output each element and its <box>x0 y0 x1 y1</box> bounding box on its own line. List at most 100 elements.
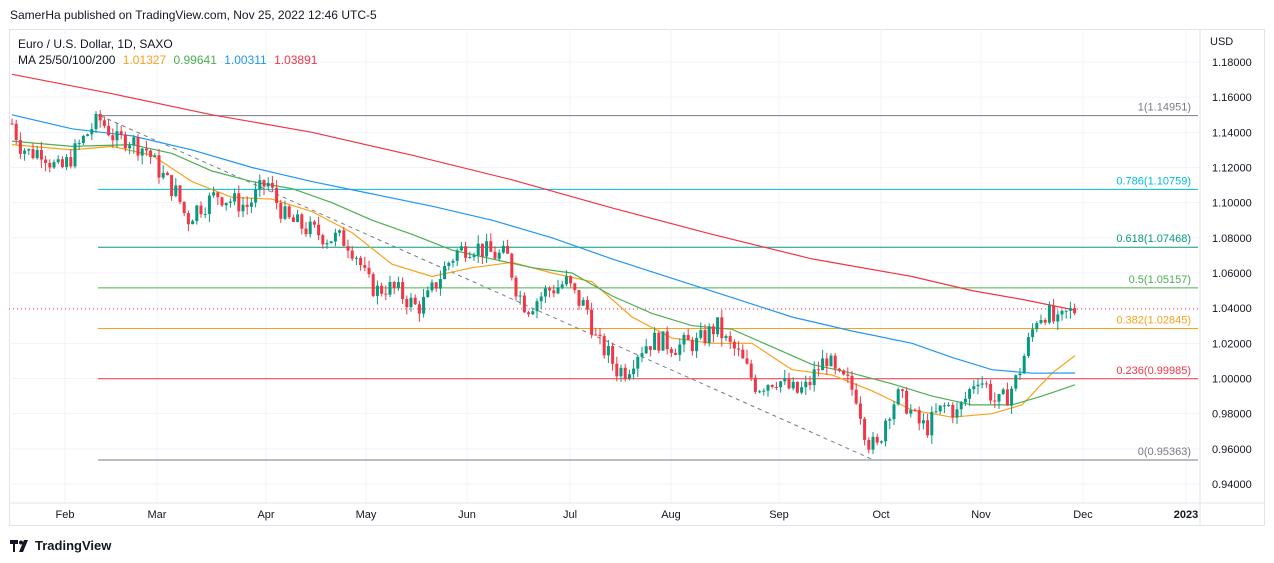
candle-body[interactable] <box>140 148 144 156</box>
candle-body[interactable] <box>888 419 892 421</box>
x-tick-label[interactable]: Apr <box>257 509 274 521</box>
candle-body[interactable] <box>287 206 291 218</box>
candle-body[interactable] <box>552 290 556 294</box>
candle-body[interactable] <box>766 385 770 391</box>
x-tick-label[interactable]: 2023 <box>1174 509 1198 521</box>
candle-body[interactable] <box>350 250 354 259</box>
candle-body[interactable] <box>753 377 757 392</box>
candle-body[interactable] <box>749 363 753 378</box>
y-tick-label[interactable]: 0.94000 <box>1212 479 1252 491</box>
candle-body[interactable] <box>598 334 602 337</box>
candle-body[interactable] <box>972 386 976 390</box>
candle-body[interactable] <box>384 293 388 295</box>
candle-body[interactable] <box>405 298 409 308</box>
candle-body[interactable] <box>241 204 245 212</box>
candle-body[interactable] <box>186 213 190 225</box>
candle-body[interactable] <box>216 192 220 198</box>
candle-body[interactable] <box>380 285 384 294</box>
candle-body[interactable] <box>674 352 678 355</box>
candle-body[interactable] <box>615 363 619 377</box>
candle-body[interactable] <box>60 159 64 168</box>
candle-body[interactable] <box>119 131 123 135</box>
candle-body[interactable] <box>997 394 1001 402</box>
candle-body[interactable] <box>233 193 237 202</box>
candle-body[interactable] <box>917 410 921 424</box>
x-tick-label[interactable]: Dec <box>1073 509 1093 521</box>
candle-body[interactable] <box>275 187 279 204</box>
x-tick-label[interactable]: Aug <box>661 509 681 521</box>
candle-body[interactable] <box>489 241 493 252</box>
candle-body[interactable] <box>291 217 295 222</box>
candle-body[interactable] <box>594 334 598 336</box>
candle-body[interactable] <box>989 383 993 401</box>
candle-body[interactable] <box>1073 308 1077 314</box>
candle-body[interactable] <box>791 381 795 389</box>
y-tick-label[interactable]: 0.96000 <box>1212 444 1252 456</box>
candle-body[interactable] <box>212 192 216 196</box>
y-tick-label[interactable]: 1.02000 <box>1212 338 1252 350</box>
candle-body[interactable] <box>224 202 228 206</box>
candle-body[interactable] <box>581 300 585 306</box>
candle-body[interactable] <box>266 182 270 187</box>
candle-body[interactable] <box>144 148 148 151</box>
candle-body[interactable] <box>556 287 560 294</box>
candle-body[interactable] <box>875 436 879 443</box>
candle-body[interactable] <box>111 135 115 141</box>
candle-body[interactable] <box>963 398 967 403</box>
candle-body[interactable] <box>438 279 442 289</box>
candle-body[interactable] <box>644 346 648 354</box>
candle-body[interactable] <box>1052 305 1056 322</box>
candle-body[interactable] <box>770 385 774 388</box>
candle-body[interactable] <box>682 334 686 345</box>
ma-line-ma200[interactable] <box>11 73 1076 311</box>
candle-body[interactable] <box>816 369 820 371</box>
candle-body[interactable] <box>1010 388 1014 406</box>
y-tick-label[interactable]: 1.00000 <box>1212 374 1252 386</box>
candle-body[interactable] <box>745 358 749 364</box>
candle-body[interactable] <box>921 420 925 424</box>
candle-body[interactable] <box>249 202 253 207</box>
candle-body[interactable] <box>804 381 808 388</box>
y-tick-label[interactable]: 1.08000 <box>1212 233 1252 245</box>
candle-body[interactable] <box>959 402 963 410</box>
candle-body[interactable] <box>157 155 161 178</box>
y-tick-label[interactable]: 1.16000 <box>1212 92 1252 104</box>
candle-body[interactable] <box>926 420 930 436</box>
ma-line-ma100[interactable] <box>11 114 1076 374</box>
candle-body[interactable] <box>606 346 610 356</box>
y-tick-label[interactable]: 1.18000 <box>1212 57 1252 69</box>
candle-body[interactable] <box>296 214 300 222</box>
candle-body[interactable] <box>779 381 783 388</box>
candle-body[interactable] <box>468 257 472 259</box>
tradingview-footer[interactable]: TradingView <box>10 538 111 553</box>
candle-body[interactable] <box>493 251 497 259</box>
candle-body[interactable] <box>535 301 539 312</box>
candle-body[interactable] <box>900 389 904 391</box>
candle-body[interactable] <box>237 193 241 212</box>
candle-body[interactable] <box>317 224 321 236</box>
legend-symbol[interactable]: Euro / U.S. Dollar, 1D, SAXO <box>18 37 173 51</box>
candle-body[interactable] <box>653 332 657 350</box>
candle-body[interactable] <box>312 221 316 225</box>
candle-body[interactable] <box>90 129 94 135</box>
candle-body[interactable] <box>510 253 514 278</box>
candle-body[interactable] <box>737 348 741 350</box>
candle-body[interactable] <box>413 297 417 305</box>
candle-body[interactable] <box>304 228 308 235</box>
candle-body[interactable] <box>86 134 90 136</box>
candle-body[interactable] <box>476 243 480 256</box>
x-tick-label[interactable]: May <box>356 509 377 521</box>
candle-body[interactable] <box>459 246 463 251</box>
candle-body[interactable] <box>728 336 732 342</box>
candle-body[interactable] <box>497 252 501 259</box>
candle-body[interactable] <box>363 265 367 268</box>
candle-body[interactable] <box>77 143 81 145</box>
candle-body[interactable] <box>774 387 778 389</box>
candle-body[interactable] <box>984 383 988 385</box>
candle-body[interactable] <box>716 317 720 335</box>
candle-body[interactable] <box>1031 329 1035 338</box>
candle-body[interactable] <box>132 137 136 146</box>
candle-body[interactable] <box>401 282 405 299</box>
x-tick-label[interactable]: Jul <box>563 509 577 521</box>
candle-body[interactable] <box>947 404 951 406</box>
